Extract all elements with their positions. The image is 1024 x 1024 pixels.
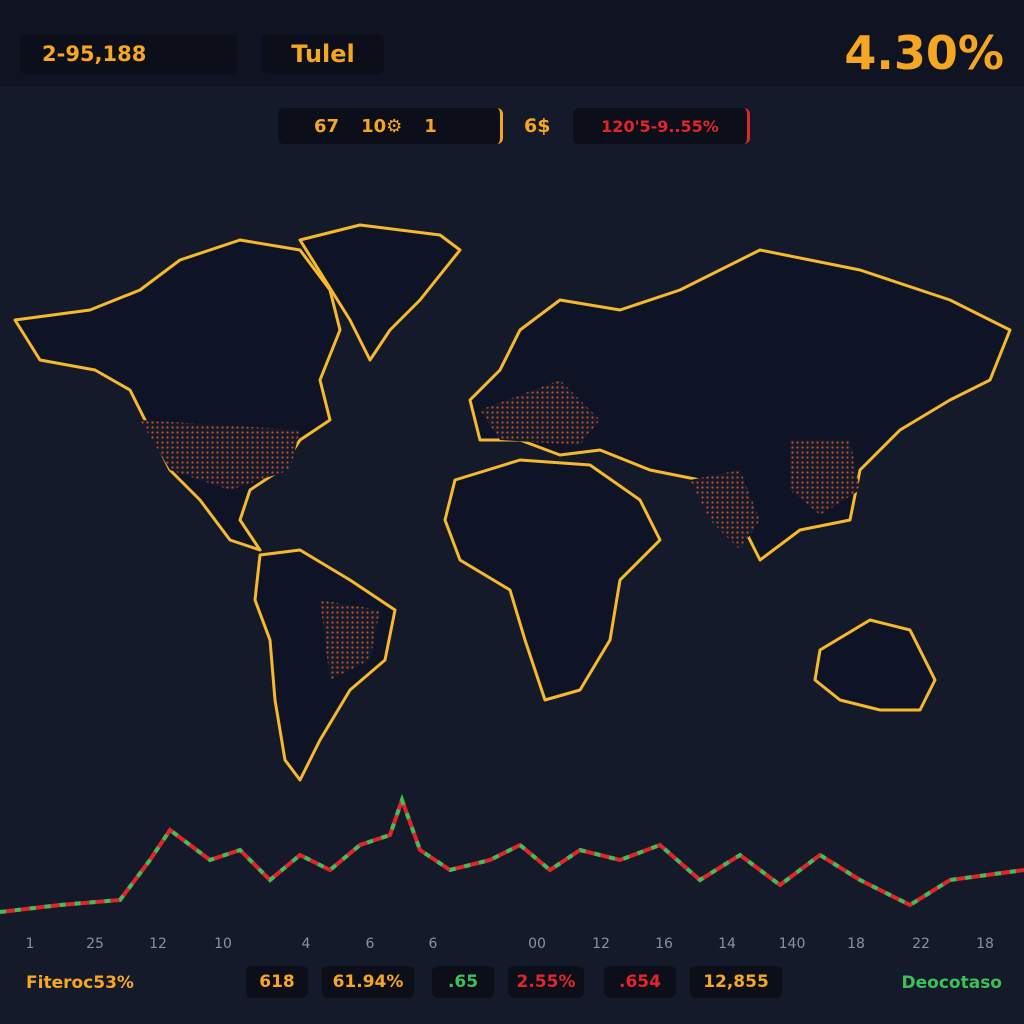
toolbar-currency[interactable]: 6$	[524, 115, 551, 137]
timeline-label: 12	[149, 936, 167, 952]
world-map	[13, 223, 1012, 782]
timeline-label: 140	[779, 936, 806, 952]
timeline-label: 25	[86, 936, 104, 952]
australia	[813, 618, 937, 712]
timeline-label: 1	[26, 936, 35, 952]
footer-left: Fiteroc53%	[26, 973, 134, 993]
africa	[443, 458, 662, 702]
footer-stat: 618	[246, 966, 308, 998]
toolbar-item[interactable]: 67	[314, 115, 340, 137]
heat-region	[690, 470, 760, 550]
timeline-label: 22	[912, 936, 930, 952]
eurasia	[468, 248, 1012, 562]
header-value: 2-95,188	[20, 34, 238, 74]
toolbar-item[interactable]: 1	[424, 115, 437, 137]
header-change: 4.30%	[844, 26, 1004, 80]
timeline-label: 10	[214, 936, 232, 952]
toolbar-group: 67 10⚙ 1	[278, 108, 503, 144]
north-america	[13, 238, 342, 552]
timeline-label: 18	[847, 936, 865, 952]
south-america	[253, 548, 397, 782]
timeline-label: 18	[976, 936, 994, 952]
price-line-up	[0, 793, 1024, 914]
heat-region	[480, 380, 600, 445]
timeline-label: 6	[429, 936, 438, 952]
heat-region	[140, 420, 300, 490]
price-line	[0, 793, 1024, 914]
heat-region	[790, 440, 860, 515]
footer-stat: 61.94%	[322, 966, 414, 998]
toolbar-item[interactable]: 10⚙	[361, 115, 403, 137]
timeline-label: 4	[302, 936, 311, 952]
footer-stat: 2.55%	[508, 966, 584, 998]
timeline-label: 12	[592, 936, 610, 952]
heat-region	[320, 600, 380, 680]
greenland	[298, 223, 462, 362]
timeline-label: 16	[655, 936, 673, 952]
footer-right: Deocotaso	[901, 973, 1002, 993]
toolbar-range[interactable]: 120'5-9..55%	[573, 108, 750, 144]
timeline-label: 6	[366, 936, 375, 952]
timeline-labels: 1 25 12 10 4 6 6 00 12 16 14 140 18 22 1…	[26, 936, 994, 952]
footer-stat: .65	[432, 966, 494, 998]
header-title[interactable]: Tulel	[262, 34, 384, 74]
footer-stat: 12,855	[690, 966, 782, 998]
heat-regions	[140, 380, 860, 680]
timeline-label: 00	[528, 936, 546, 952]
footer-stat: .654	[604, 966, 676, 998]
timeline-label: 14	[718, 936, 736, 952]
